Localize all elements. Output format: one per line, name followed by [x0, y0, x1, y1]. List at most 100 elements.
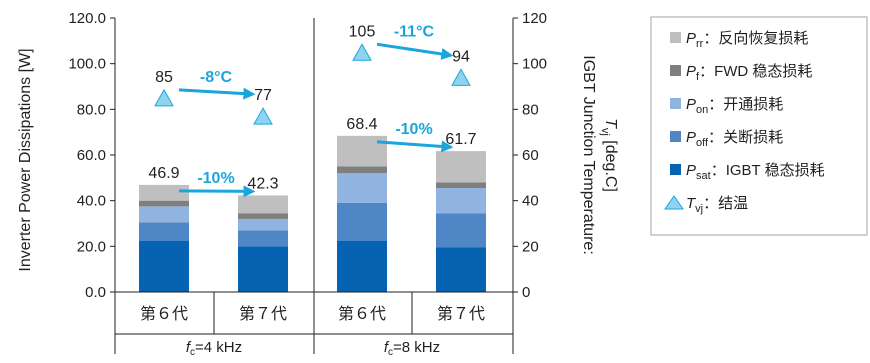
- legend-symbol: P: [686, 129, 696, 146]
- group-label-symbol: f: [384, 339, 390, 356]
- tvj-marker: [253, 107, 273, 125]
- x-tick-label: 第７代: [437, 305, 485, 323]
- legend-subscript: sat: [696, 170, 711, 182]
- bar-segment-rr: [139, 184, 189, 201]
- legend-swatch-on: [670, 98, 681, 109]
- bar-segment-f: [238, 213, 288, 219]
- bar-segment-rr: [337, 135, 387, 167]
- legend-symbol: P: [686, 63, 696, 80]
- bar-segment-f: [436, 182, 486, 189]
- tvj-data-label: 94: [452, 48, 470, 65]
- change-arrow: [178, 185, 256, 198]
- legend-symbol: P: [686, 162, 696, 179]
- x-tick-label: 第７代: [239, 305, 287, 323]
- change-annotation: -10%: [197, 170, 234, 187]
- y-tick-label-right: 0: [522, 284, 530, 301]
- change-annotation: -10%: [395, 121, 432, 138]
- legend-separator: ：: [703, 30, 718, 47]
- legend-label: Poff：关断损耗: [686, 129, 783, 149]
- bar-segment-off: [436, 213, 486, 248]
- total-data-label: 46.9: [148, 165, 179, 182]
- legend-label: Tvj：结温: [686, 195, 748, 215]
- bar-segment-on: [139, 206, 189, 223]
- change-annotation: -8°C: [200, 69, 233, 86]
- y-axis-title-right-unit: Tvj [deg.C]: [599, 118, 619, 192]
- legend-subscript: off: [696, 137, 709, 149]
- legend-label: Psat：IGBT 稳态损耗: [686, 162, 825, 182]
- legend-description: FWD 稳态损耗: [714, 63, 812, 80]
- bar-segment-on: [436, 188, 486, 214]
- tvj-marker: [451, 68, 471, 86]
- bar-segment-on: [238, 218, 288, 231]
- change-annotation: -11°C: [394, 23, 435, 40]
- change-arrow: [178, 87, 256, 100]
- y-tick-label-right: 40: [522, 193, 539, 210]
- legend-symbol: P: [686, 30, 696, 47]
- tvj-data-label: 105: [349, 23, 376, 40]
- y-tick-label-left: 60.0: [77, 147, 106, 164]
- tvj-data-label: 77: [254, 87, 272, 104]
- group-label-text: =8 kHz: [393, 339, 440, 356]
- y-tick-label-left: 40.0: [77, 193, 106, 210]
- bar-segment-rr: [436, 151, 486, 183]
- legend-subscript: f: [696, 71, 700, 83]
- y-tick-label-right: 80: [522, 101, 539, 118]
- x-tick-label: 第６代: [140, 305, 188, 323]
- y-tick-label-left: 100.0: [68, 56, 106, 73]
- group-label-text: =4 kHz: [195, 339, 242, 356]
- bar-segment-off: [139, 222, 189, 241]
- x-tick-label: 第６代: [338, 305, 386, 323]
- bar-segment-f: [139, 200, 189, 207]
- bar-segment-off: [337, 202, 387, 241]
- y-tick-label-left: 20.0: [77, 238, 106, 255]
- tvj-marker: [352, 43, 372, 61]
- group-label-subscript: c: [388, 347, 393, 358]
- legend-swatch-sat: [670, 164, 681, 175]
- legend-tvj-marker: [664, 195, 684, 210]
- total-data-label: 68.4: [346, 116, 377, 133]
- bar-segment-on: [337, 173, 387, 203]
- legend-description: 结温: [718, 195, 748, 212]
- bar-segment-sat: [337, 240, 387, 292]
- legend-label: Pf：FWD 稳态损耗: [686, 63, 812, 83]
- bar-segment-f: [337, 166, 387, 174]
- legend-swatch-off: [670, 131, 681, 142]
- bar-segment-sat: [139, 240, 189, 292]
- group-label-subscript: c: [190, 347, 195, 358]
- tvj-marker: [154, 88, 174, 107]
- legend-description: IGBT 稳态损耗: [726, 162, 825, 179]
- tvj-data-label: 85: [155, 69, 173, 86]
- legend-label: Pon：开通损耗: [686, 96, 783, 116]
- group-label: fc=8 kHz: [384, 339, 440, 358]
- y-axis-title-right: IGBT Junction Temperature:: [580, 55, 597, 255]
- legend-description: 反向恢复损耗: [718, 29, 808, 47]
- legend-box: [650, 16, 868, 236]
- legend-separator: ：: [699, 63, 714, 80]
- legend-description: 开通损耗: [723, 96, 783, 113]
- y-tick-label-right: 100: [522, 56, 547, 73]
- legend-subscript: rr: [696, 38, 704, 50]
- bar-segment-rr: [238, 195, 288, 214]
- legend-description: 关断损耗: [723, 129, 783, 146]
- y-tick-label-left: 120.0: [68, 10, 106, 27]
- y-tick-label-right: 120: [522, 10, 547, 27]
- change-arrow: [376, 42, 454, 60]
- legend-swatch-f: [670, 65, 681, 76]
- y-tick-label-left: 80.0: [77, 101, 106, 118]
- group-label: fc=4 kHz: [186, 339, 242, 358]
- legend-separator: ：: [711, 162, 726, 179]
- y-tick-label-right: 20: [522, 238, 539, 255]
- bar-segment-sat: [436, 247, 486, 292]
- tvj-unit: [deg.C]: [602, 136, 619, 192]
- legend-symbol: T: [686, 195, 697, 212]
- bar-segment-sat: [238, 246, 288, 292]
- legend-subscript: on: [696, 104, 708, 116]
- y-tick-label-left: 0.0: [85, 284, 106, 301]
- y-axis-title-left: Inverter Power Dissipations [W]: [17, 48, 34, 271]
- total-data-label: 42.3: [247, 175, 278, 192]
- bar-segment-off: [238, 230, 288, 247]
- legend-swatch-rr: [670, 32, 681, 43]
- change-arrow: [376, 140, 454, 153]
